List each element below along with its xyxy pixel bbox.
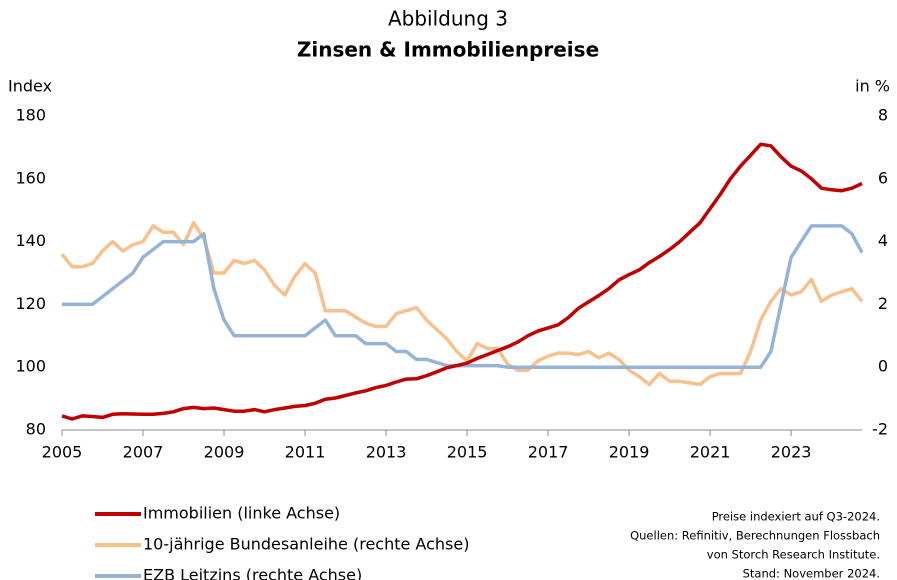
- x-tick-label: 2009: [204, 443, 245, 462]
- note: Preise indexiert auf Q3-2024.: [712, 510, 880, 524]
- series-line: [62, 224, 864, 369]
- chart-subtitle: Zinsen & Immobilienpreise: [297, 38, 599, 62]
- x-tick-label: 2019: [609, 443, 650, 462]
- legend-label: Immobilien (linke Achse): [143, 504, 340, 523]
- x-tick-label: 2007: [123, 443, 164, 462]
- y-tick-label: 180: [15, 106, 46, 125]
- x-tick-label: 2005: [42, 443, 83, 462]
- y2-tick-label: 2: [878, 294, 888, 313]
- x-tick-label: 2017: [528, 443, 569, 462]
- y2-tick-label: 8: [878, 106, 888, 125]
- legend-label: EZB Leitzins (rechte Achse): [143, 566, 362, 580]
- y-tick-label: 140: [15, 231, 46, 250]
- y-tick-label: 160: [15, 168, 46, 187]
- x-tick-label: 2023: [771, 443, 812, 462]
- y-tick-label: 100: [15, 357, 46, 376]
- series-line: [61, 142, 863, 421]
- y2-axis-label: in %: [855, 77, 890, 96]
- y-tick-label: 80: [26, 420, 46, 439]
- y2-tick-label: 0: [878, 357, 888, 376]
- x-tick-label: 2011: [285, 443, 326, 462]
- chart-title: Abbildung 3: [388, 7, 508, 31]
- note: von Storch Research Institute.: [707, 548, 880, 562]
- y2-tick-label: -2: [872, 420, 888, 439]
- y2-tick-label: 6: [878, 168, 888, 187]
- x-tick-label: 2013: [366, 443, 407, 462]
- y-tick-label: 120: [15, 294, 46, 313]
- x-tick-label: 2015: [447, 443, 488, 462]
- series-line: [60, 221, 864, 387]
- note: Quellen: Refinitiv, Berechnungen Flossba…: [630, 529, 880, 543]
- y-axis-label: Index: [8, 77, 52, 96]
- note: Stand: November 2024.: [743, 567, 880, 580]
- y2-tick-label: 4: [878, 231, 888, 250]
- x-tick-label: 2021: [690, 443, 731, 462]
- legend-label: 10-jährige Bundesanleihe (rechte Achse): [143, 535, 469, 554]
